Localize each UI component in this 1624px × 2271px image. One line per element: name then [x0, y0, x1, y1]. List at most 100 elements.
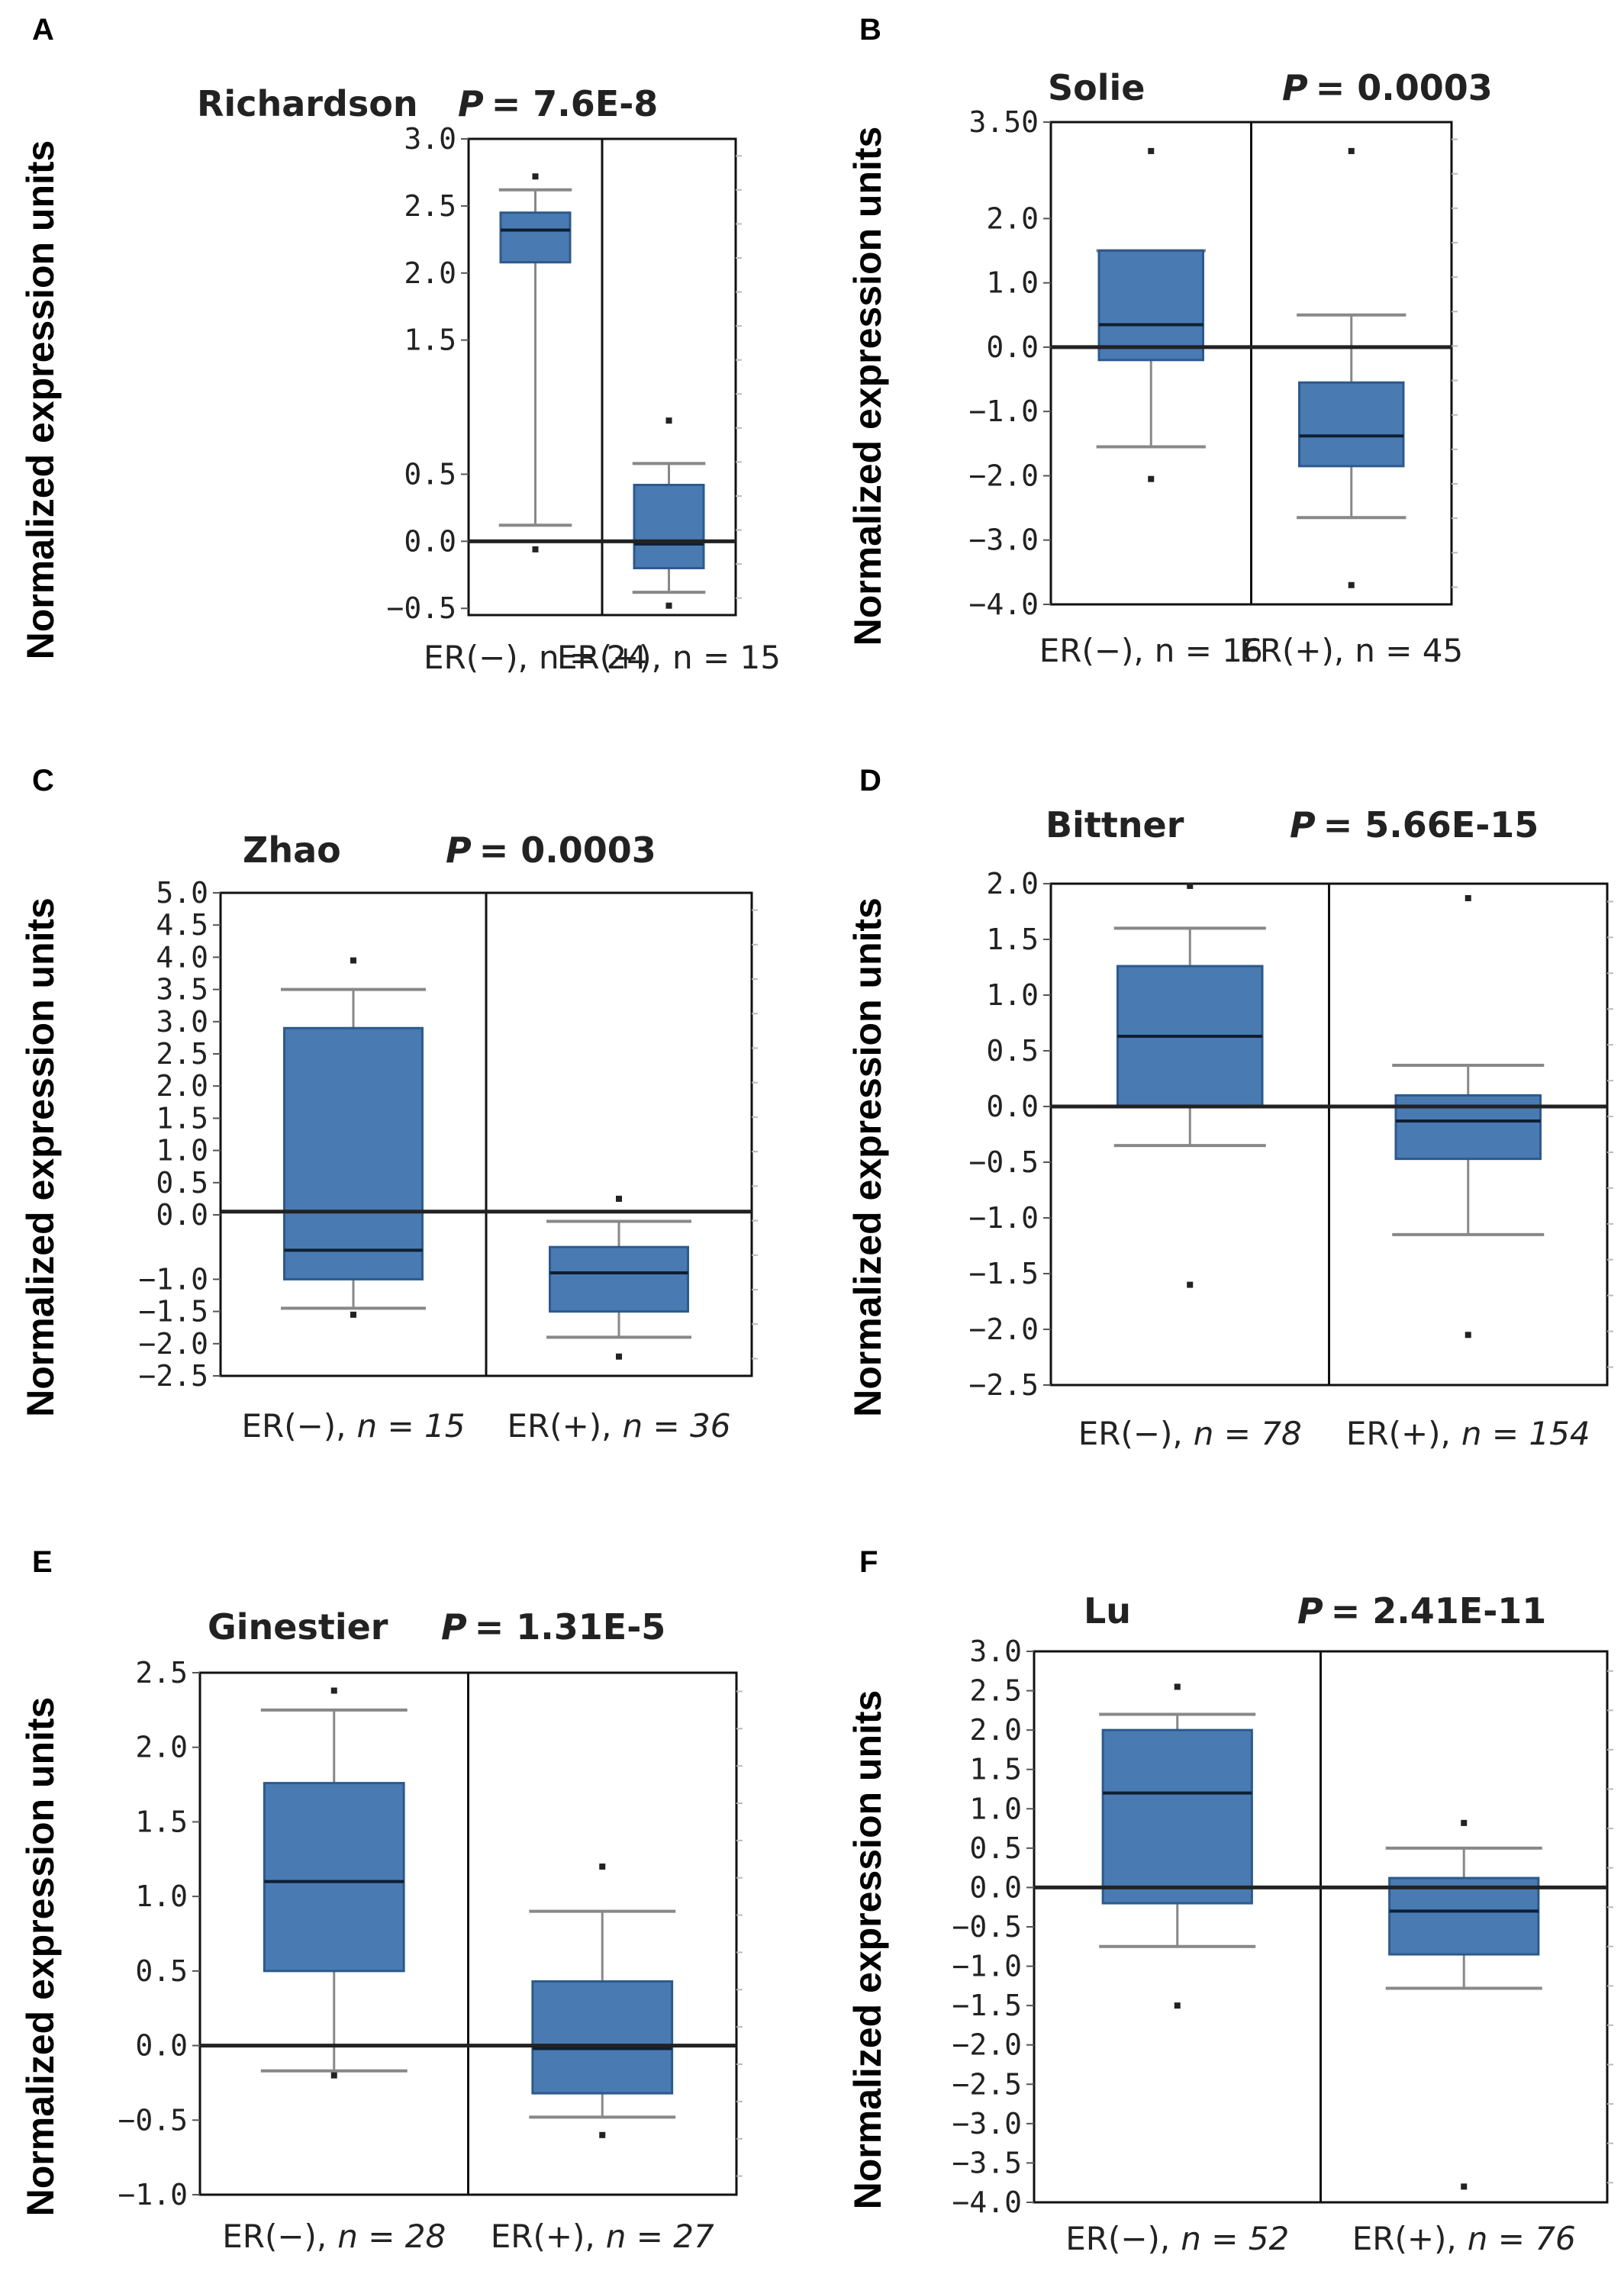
outlier-point: [330, 2072, 337, 2079]
p-label: P: [441, 1606, 467, 1648]
y-tick-label: 1.5: [135, 1805, 188, 1838]
y-tick-label: 2.0: [969, 1713, 1022, 1747]
outlier-point: [599, 1864, 606, 1870]
y-tick-label: −1.0: [118, 2178, 188, 2211]
p-value: = 0.0003: [479, 829, 656, 871]
outlier-point: [1461, 1819, 1468, 1826]
y-axis-label: Normalized expression units: [846, 897, 889, 1417]
category-name: ER(+),: [1346, 1415, 1451, 1452]
category-label: ER(−), n = 16: [1039, 632, 1263, 669]
y-tick-label: 1.5: [969, 1753, 1022, 1786]
chart-title: Zhao: [243, 829, 341, 871]
category-name: ER(−),: [1078, 1415, 1183, 1452]
panel-c: C Normalized expression units Zhao P = 0.000…: [19, 764, 758, 1445]
y-tick-label: −3.0: [952, 2107, 1022, 2141]
box-er-positive: [1297, 147, 1406, 588]
panel-e: E Normalized expression units Ginestier P = …: [19, 1545, 743, 2255]
outlier-point: [1187, 882, 1194, 889]
y-tick-label: −1.0: [968, 1201, 1039, 1235]
y-axis-label: Normalized expression units: [19, 897, 62, 1417]
y-tick-label: −2.0: [968, 1313, 1039, 1346]
y-tick-label: −1.5: [968, 1257, 1039, 1290]
p-value-text: P = 1.31E-5: [441, 1606, 665, 1648]
y-tick-label: 5.0: [156, 876, 208, 910]
outlier-point: [350, 1311, 356, 1318]
outlier-point: [1464, 1332, 1471, 1338]
category-label: ER(−), n = 78: [1078, 1415, 1302, 1452]
y-tick-label: 1.5: [986, 923, 1039, 956]
box-er-negative: [1099, 1683, 1256, 2009]
category-name: ER(−),: [241, 1407, 346, 1445]
outlier-point: [665, 602, 672, 609]
y-tick-label: −3.5: [952, 2146, 1022, 2179]
outlier-point: [665, 417, 672, 424]
outlier-point: [1148, 147, 1155, 154]
iqr-box: [1097, 250, 1204, 362]
y-tick-label: 2.5: [404, 189, 456, 223]
y-tick-label: 0.0: [986, 330, 1039, 364]
outlier-point: [599, 2131, 606, 2138]
y-axis-label: Normalized expression units: [846, 127, 889, 646]
y-tick-label: 1.0: [156, 1134, 208, 1168]
y-tick-label: 2.5: [969, 1674, 1022, 1708]
p-value-text: P = 2.41E-11: [1297, 1590, 1546, 1632]
outlier-point: [532, 546, 539, 552]
category-name: ER(+),: [1352, 2220, 1457, 2257]
p-value-text: P = 7.6E-8: [458, 83, 658, 124]
box-er-positive: [1392, 894, 1545, 1338]
panel-b: B Normalized expression units Solie P = 0.00…: [846, 13, 1493, 669]
category-label: ER(−), n = 28: [222, 2218, 446, 2255]
y-tick-label: 1.0: [986, 266, 1039, 300]
chart-title: Ginestier: [208, 1606, 388, 1648]
iqr-box: [633, 483, 705, 569]
y-tick-label: −3.0: [968, 523, 1039, 557]
y-tick-label: 0.5: [986, 1034, 1039, 1068]
category-name: ER(−),: [222, 2218, 327, 2255]
y-tick-label: −1.0: [138, 1262, 208, 1296]
category-label: ER(+), n = 15: [557, 639, 781, 676]
outlier-point: [1348, 147, 1355, 154]
outlier-point: [532, 173, 539, 180]
panel-letter: E: [32, 1545, 53, 1579]
panel-a: A Normalized expression units Richardson P =…: [19, 13, 781, 676]
y-tick-label: 2.0: [404, 256, 456, 290]
y-tick-label: 2.5: [135, 1656, 188, 1690]
category-label: ER(−), n = 24: [424, 639, 647, 676]
y-axis-label: Normalized expression units: [19, 1697, 62, 2217]
y-tick-label: 0.5: [156, 1166, 208, 1200]
y-tick-label: −0.5: [386, 591, 456, 625]
category-name: ER(−),: [424, 639, 528, 676]
category-label: ER(+), n = 27: [491, 2218, 714, 2255]
y-tick-label: 2.5: [156, 1037, 208, 1071]
y-tick-label: −0.5: [118, 2103, 188, 2137]
category-label: ER(+), n = 154: [1346, 1415, 1590, 1452]
sample-size: n = 24: [539, 639, 647, 676]
y-axis-label: Normalized expression units: [19, 140, 62, 660]
category-name: ER(−),: [1065, 2220, 1170, 2257]
outlier-point: [1174, 1683, 1181, 1690]
outlier-point: [1148, 475, 1155, 482]
panel-letter: C: [32, 764, 54, 797]
y-tick-label: 1.5: [156, 1101, 208, 1135]
box-er-positive: [632, 417, 706, 609]
y-tick-label: −0.5: [952, 1910, 1022, 1944]
chart-title: Lu: [1084, 1590, 1131, 1632]
y-tick-label: 3.50: [968, 105, 1039, 139]
iqr-box: [531, 1980, 674, 2095]
y-tick-label: 0.0: [969, 1870, 1022, 1904]
y-tick-label: −1.0: [968, 395, 1039, 428]
y-tick-label: −2.5: [968, 1368, 1039, 1402]
y-tick-label: 3.0: [156, 1005, 208, 1039]
y-tick-label: −0.5: [968, 1145, 1039, 1179]
y-axis-label: Normalized expression units: [846, 1690, 889, 2210]
category-label: ER(−), n = 15: [241, 1407, 465, 1445]
category-label: ER(+), n = 45: [1239, 632, 1463, 669]
p-label: P: [1282, 67, 1308, 108]
y-tick-label: 0.5: [404, 457, 456, 491]
box-er-negative: [498, 173, 572, 552]
sample-size: n = 76: [1468, 2220, 1576, 2257]
panel-letter: B: [859, 13, 881, 47]
p-label: P: [1297, 1590, 1323, 1632]
box-er-negative: [280, 957, 427, 1318]
panel-d: D Normalized expression units Bittner P = 5.…: [846, 764, 1613, 1452]
